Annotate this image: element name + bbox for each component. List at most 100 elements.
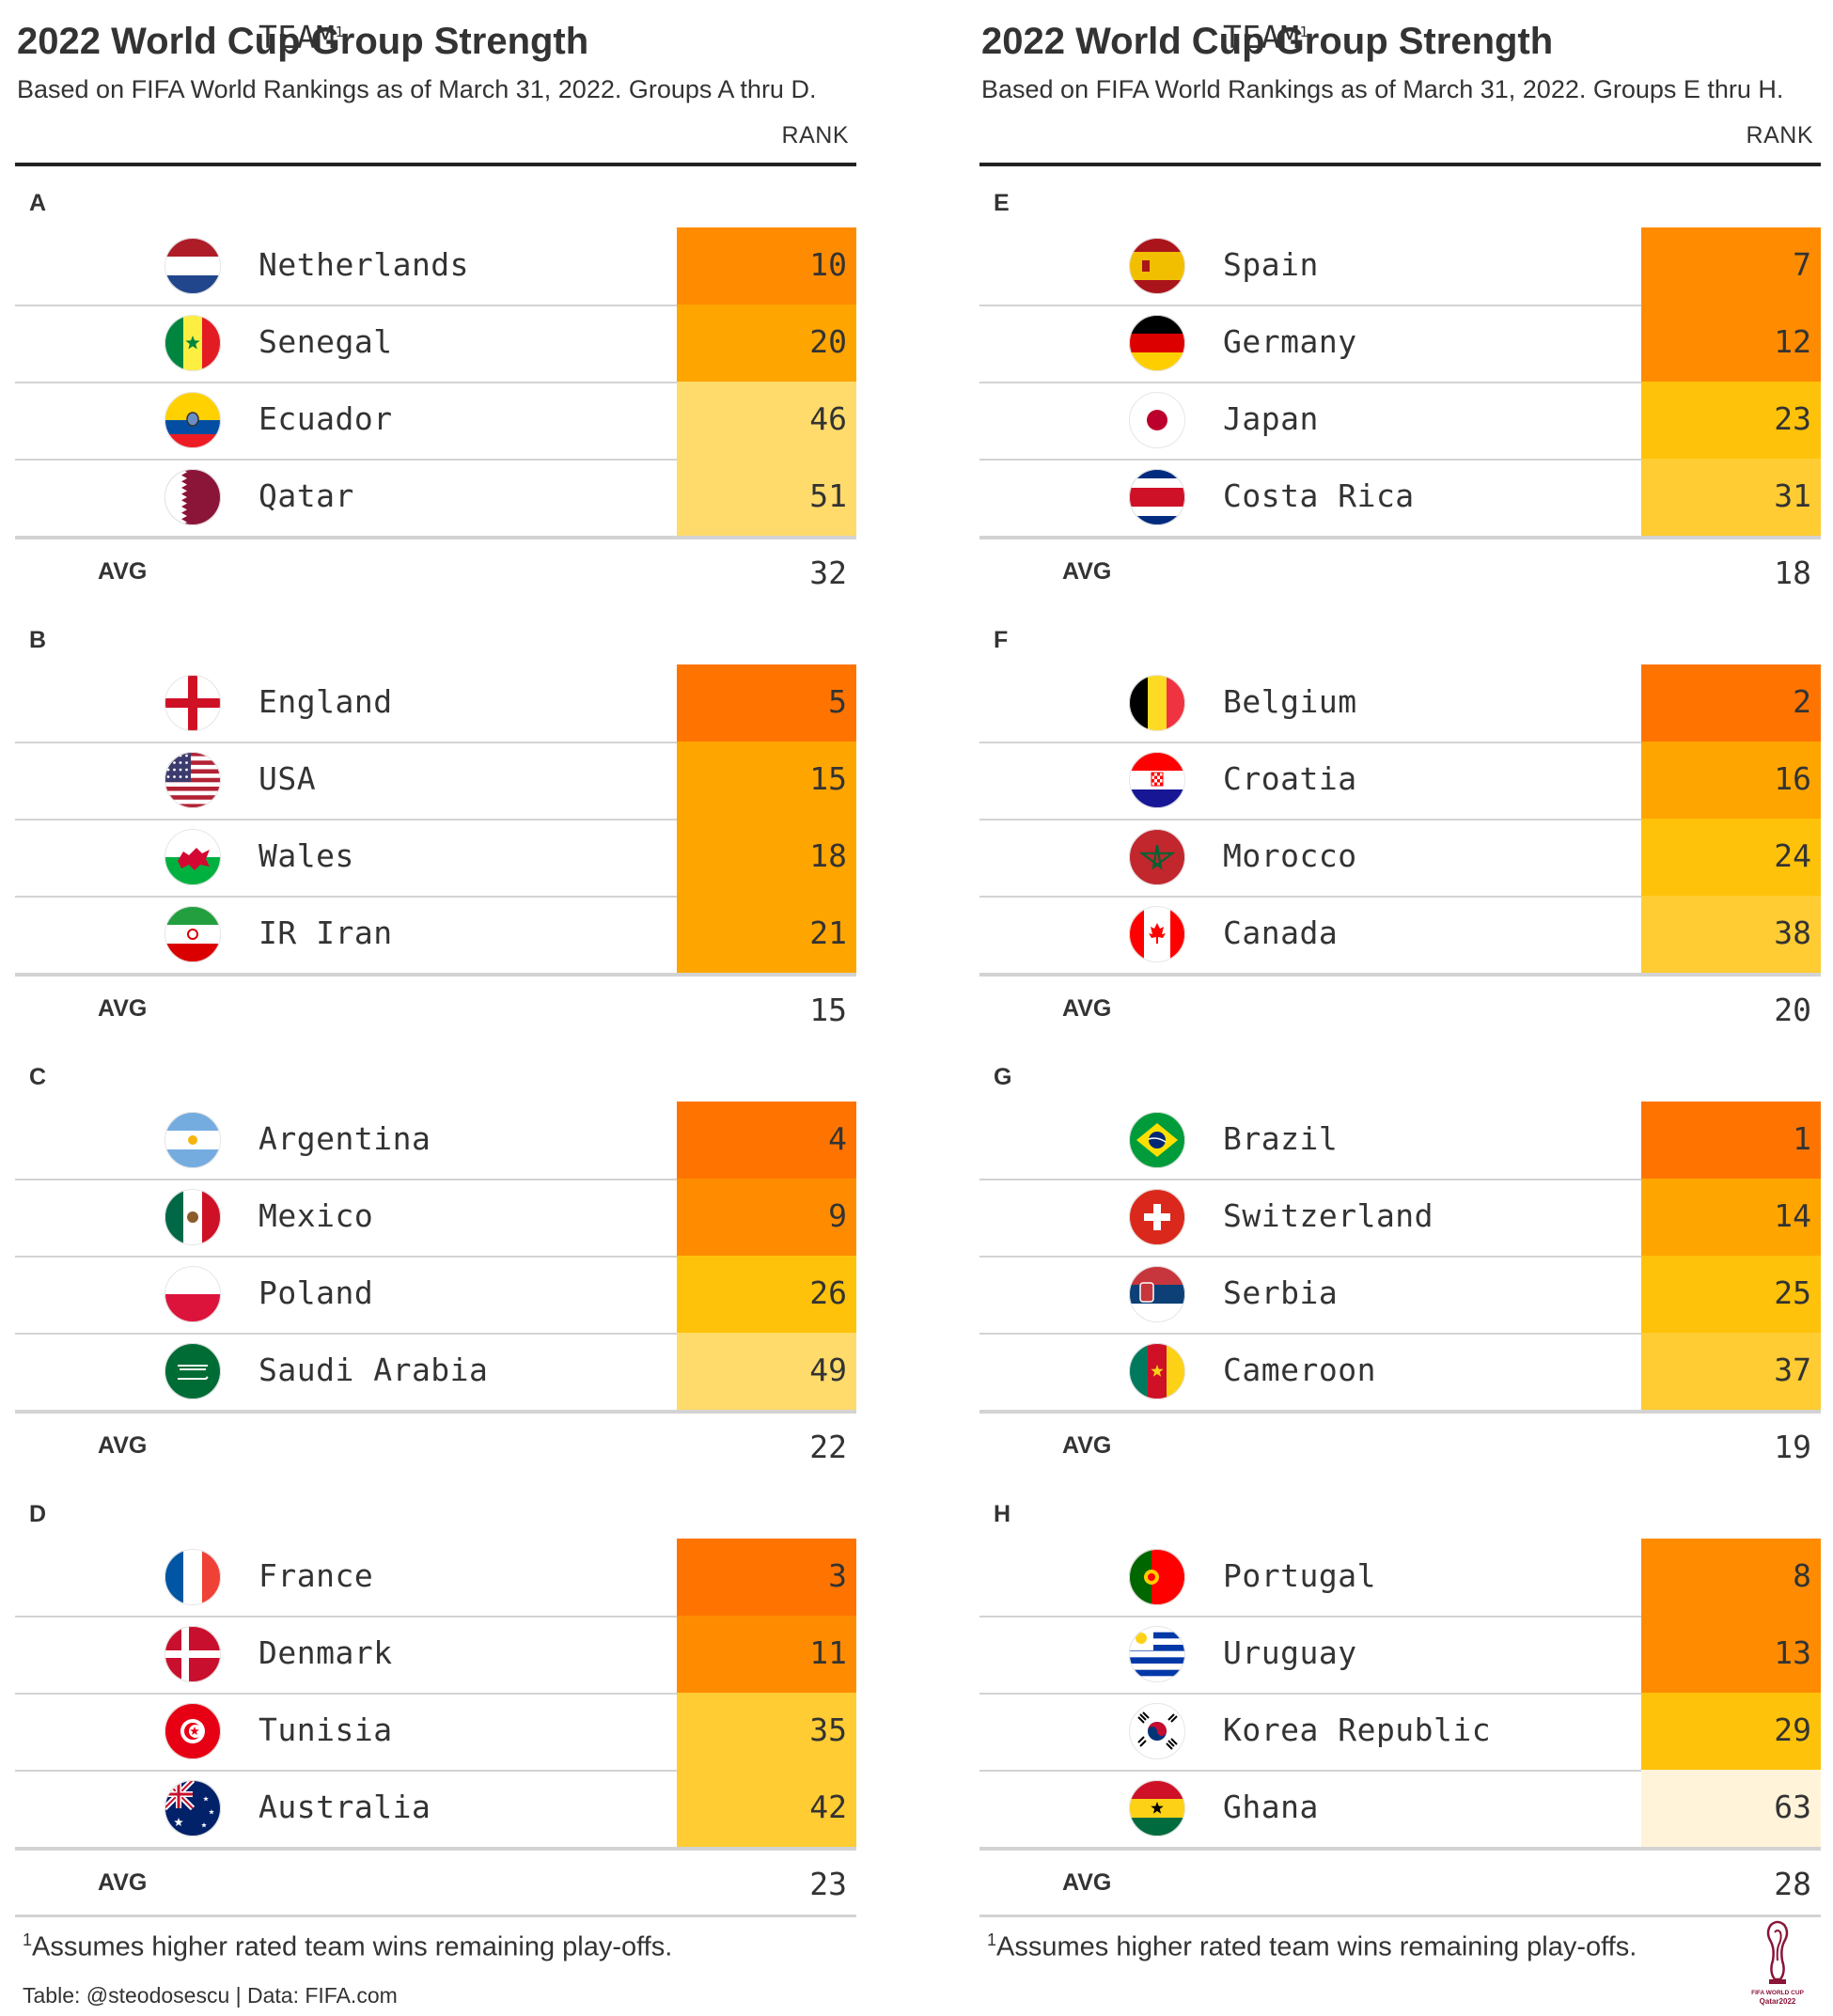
avg-row: AVG 18 (979, 538, 1821, 607)
team-name: Belgium (1223, 683, 1357, 720)
team-name: Costa Rica (1223, 477, 1415, 514)
avg-row: AVG 32 (15, 538, 856, 607)
rank-cell: 18 (677, 819, 856, 896)
group-label: F (994, 627, 1009, 653)
table-row: Australia 42 (15, 1770, 856, 1851)
avg-value: 15 (809, 992, 847, 1028)
group-label: A (29, 190, 47, 216)
rank-value: 49 (809, 1352, 847, 1388)
brazil-flag-icon (1129, 1112, 1185, 1168)
team-name: Australia (258, 1789, 431, 1825)
rank-cell: 16 (1641, 742, 1821, 819)
rank-cell: 31 (1641, 459, 1821, 536)
argentina-flag-icon (164, 1112, 221, 1168)
ecuador-flag-icon (164, 392, 221, 448)
avg-row: AVG 23 (15, 1849, 856, 1918)
belgium-flag-icon (1129, 675, 1185, 731)
rank-cell: 35 (677, 1693, 856, 1770)
rank-value: 18 (809, 837, 847, 874)
table-row: Portugal 8 (979, 1539, 1821, 1617)
team-name: Mexico (258, 1197, 374, 1234)
korea-flag-icon (1129, 1703, 1185, 1759)
table-row: Senegal 20 (15, 305, 856, 383)
table-row: Croatia 16 (979, 742, 1821, 820)
team-name: Ecuador (258, 400, 393, 437)
table-row: Canada 38 (979, 896, 1821, 977)
rank-cell: 1 (1641, 1102, 1821, 1179)
rank-value: 11 (809, 1634, 847, 1671)
source-note: Table: @steodosescu | Data: FIFA.com (23, 1983, 398, 2008)
avg-row: AVG 15 (15, 975, 856, 1044)
rank-cell: 12 (1641, 305, 1821, 382)
table-row: Poland 26 (15, 1256, 856, 1335)
table-row: Costa Rica 31 (979, 459, 1821, 539)
usa-flag-icon (164, 752, 221, 808)
avg-row: AVG 19 (979, 1412, 1821, 1481)
rank-value: 35 (809, 1711, 847, 1748)
iran-flag-icon (164, 906, 221, 962)
rank-cell: 3 (677, 1539, 856, 1616)
avg-label: AVG (1062, 558, 1112, 585)
team-header-label: TEAM (258, 19, 336, 55)
bottom-rule (979, 1914, 1821, 1917)
france-flag-icon (164, 1549, 221, 1605)
team-name: Cameroon (1223, 1352, 1376, 1388)
table-row: Brazil 1 (979, 1102, 1821, 1180)
table-subtitle: Based on FIFA World Rankings as of March… (981, 75, 1784, 103)
rank-value: 37 (1774, 1352, 1811, 1388)
group-d: D France 3 Denmark 11 Tunisia 35 Australia 42 AVG… (15, 1480, 856, 1917)
rank-value: 15 (809, 760, 847, 797)
avg-value: 19 (1774, 1429, 1811, 1465)
table-row: Wales 18 (15, 819, 856, 898)
mexico-flag-icon (164, 1189, 221, 1245)
avg-value: 18 (1774, 555, 1811, 591)
rank-cell: 42 (677, 1770, 856, 1847)
group-h: H Portugal 8 Uruguay 13 Korea Republic 29 Ghana… (979, 1480, 1821, 1917)
rank-column-header: RANK (781, 122, 849, 148)
table-row: England 5 (15, 664, 856, 743)
rank-value: 31 (1774, 477, 1811, 514)
footnote: 1Assumes higher rated team wins remainin… (987, 1930, 1637, 1963)
rank-cell: 4 (677, 1102, 856, 1179)
avg-value: 20 (1774, 992, 1811, 1028)
footnote-mark: 1 (23, 1930, 33, 1949)
team-header-footnote-mark: 1 (335, 23, 345, 40)
rank-cell: 46 (677, 382, 856, 459)
avg-label: AVG (98, 1869, 148, 1896)
costa-rica-flag-icon (1129, 469, 1185, 525)
table-row: Tunisia 35 (15, 1693, 856, 1772)
rank-cell: 38 (1641, 896, 1821, 973)
rank-value: 38 (1774, 914, 1811, 951)
table-row: Cameroon 37 (979, 1333, 1821, 1414)
footnote: 1Assumes higher rated team wins remainin… (23, 1930, 672, 1963)
avg-value: 23 (809, 1866, 847, 1902)
rank-cell: 10 (677, 227, 856, 305)
rank-value: 26 (809, 1274, 847, 1311)
table-row: Morocco 24 (979, 819, 1821, 898)
rank-value: 25 (1774, 1274, 1811, 1311)
team-name: Germany (1223, 323, 1357, 360)
rank-cell: 15 (677, 742, 856, 819)
table-row: Saudi Arabia 49 (15, 1333, 856, 1414)
rank-value: 3 (828, 1557, 847, 1594)
rank-cell: 14 (1641, 1179, 1821, 1256)
table-row: Uruguay 13 (979, 1616, 1821, 1695)
group-label: C (29, 1064, 47, 1090)
uruguay-flag-icon (1129, 1626, 1185, 1682)
team-name: Tunisia (258, 1711, 393, 1748)
rank-cell: 13 (1641, 1616, 1821, 1693)
team-name: Poland (258, 1274, 374, 1311)
footnote-text: Assumes higher rated team wins remaining… (32, 1931, 673, 1962)
avg-row: AVG 28 (979, 1849, 1821, 1918)
group-c: C Argentina 4 Mexico 9 Poland 26 Saudi Arabia 49… (15, 1043, 856, 1480)
avg-value: 28 (1774, 1866, 1811, 1902)
group-label: B (29, 627, 47, 653)
rank-value: 42 (809, 1789, 847, 1825)
table-row: Japan 23 (979, 382, 1821, 461)
rank-cell: 2 (1641, 664, 1821, 742)
rank-value: 20 (809, 323, 847, 360)
rank-cell: 37 (1641, 1333, 1821, 1410)
croatia-flag-icon (1129, 752, 1185, 808)
netherlands-flag-icon (164, 238, 221, 294)
team-name: Ghana (1223, 1789, 1319, 1825)
